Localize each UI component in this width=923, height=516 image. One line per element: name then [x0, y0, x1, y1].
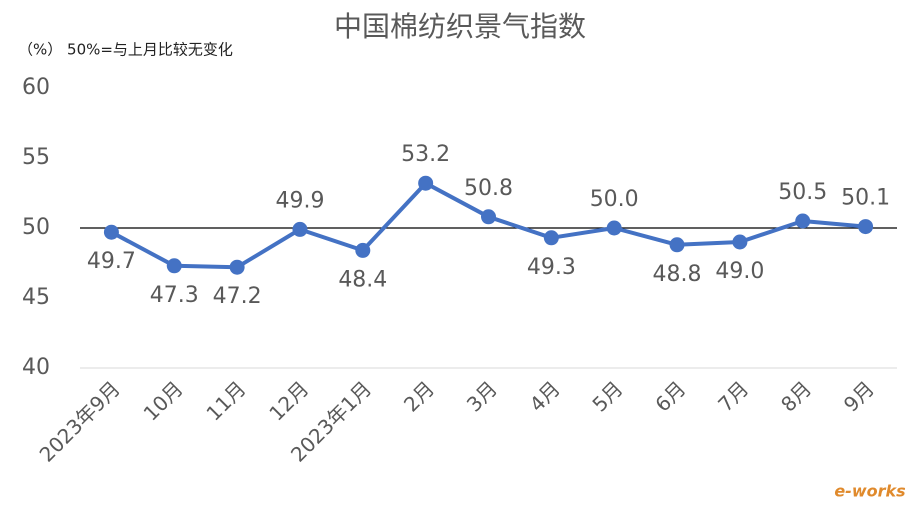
y-tick-label: 50 — [22, 215, 50, 240]
data-label: 49.0 — [715, 259, 764, 284]
data-label: 47.2 — [213, 284, 262, 309]
watermark: e-works — [834, 482, 905, 501]
data-label: 53.2 — [401, 142, 450, 167]
data-point — [606, 220, 622, 236]
data-point — [795, 213, 811, 229]
data-label: 48.4 — [338, 267, 387, 292]
chart-subtitle: （%） 50%=与上月比较无变化 — [18, 41, 233, 59]
data-label: 47.3 — [150, 283, 199, 308]
data-label: 48.8 — [653, 262, 702, 287]
y-tick-label: 55 — [22, 145, 50, 170]
data-point — [292, 221, 308, 237]
data-point — [103, 224, 119, 240]
data-point — [858, 219, 874, 235]
data-label: 50.1 — [841, 186, 890, 211]
data-point — [481, 209, 496, 225]
data-label: 50.0 — [590, 187, 639, 212]
data-point — [543, 230, 559, 246]
data-point — [229, 259, 245, 275]
data-label: 49.3 — [527, 255, 576, 280]
y-tick-label: 40 — [22, 355, 50, 380]
data-label: 50.5 — [778, 180, 827, 205]
data-point — [418, 175, 434, 191]
chart-title: 中国棉纺织景气指数 — [334, 10, 586, 43]
data-label: 49.7 — [87, 249, 136, 274]
data-point — [166, 258, 182, 274]
data-point — [355, 242, 371, 258]
data-point — [669, 237, 685, 253]
data-point — [732, 234, 748, 250]
data-label: 50.8 — [464, 176, 513, 201]
y-tick-label: 60 — [22, 75, 50, 100]
y-tick-label: 45 — [22, 285, 50, 310]
data-label: 49.9 — [275, 188, 324, 213]
